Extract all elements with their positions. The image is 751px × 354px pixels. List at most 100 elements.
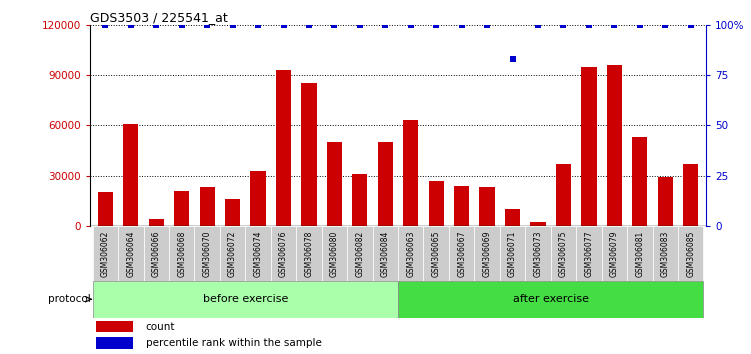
Point — [278, 22, 290, 28]
Bar — [475, 226, 500, 281]
Text: GSM306073: GSM306073 — [533, 230, 542, 277]
Point — [430, 22, 442, 28]
Bar — [276, 70, 291, 226]
Bar — [398, 281, 704, 318]
Bar — [92, 281, 398, 318]
Text: GSM306082: GSM306082 — [355, 230, 364, 276]
Bar — [327, 142, 342, 226]
Bar — [607, 65, 622, 226]
Bar — [550, 226, 576, 281]
Point — [685, 22, 697, 28]
Point — [176, 22, 188, 28]
Bar — [250, 171, 266, 226]
Bar — [225, 199, 240, 226]
Point — [328, 22, 340, 28]
Point — [150, 22, 162, 28]
Text: GSM306080: GSM306080 — [330, 230, 339, 277]
Text: GSM306074: GSM306074 — [254, 230, 263, 277]
Bar — [352, 174, 367, 226]
Text: GSM306084: GSM306084 — [381, 230, 390, 277]
Point — [125, 22, 137, 28]
Bar — [143, 226, 169, 281]
Text: GSM306063: GSM306063 — [406, 230, 415, 277]
Text: GSM306071: GSM306071 — [508, 230, 517, 277]
Text: GSM306085: GSM306085 — [686, 230, 695, 277]
Bar — [246, 226, 271, 281]
Point — [608, 22, 620, 28]
Text: count: count — [146, 322, 175, 332]
Bar — [429, 181, 444, 226]
Bar — [301, 84, 317, 226]
Bar — [454, 186, 469, 226]
Point — [303, 22, 315, 28]
Text: GSM306064: GSM306064 — [126, 230, 135, 277]
Point — [532, 22, 544, 28]
Bar — [96, 337, 133, 349]
Bar — [424, 226, 449, 281]
Text: GSM306070: GSM306070 — [203, 230, 212, 277]
Bar — [505, 209, 520, 226]
Bar — [449, 226, 475, 281]
Bar — [118, 226, 143, 281]
Point — [354, 22, 366, 28]
Bar — [174, 191, 189, 226]
Point — [201, 22, 213, 28]
Text: GSM306072: GSM306072 — [228, 230, 237, 277]
Text: before exercise: before exercise — [203, 294, 288, 304]
Bar — [602, 226, 627, 281]
Point — [252, 22, 264, 28]
Text: GDS3503 / 225541_at: GDS3503 / 225541_at — [90, 11, 228, 24]
Bar — [123, 124, 138, 226]
Bar — [653, 226, 678, 281]
Bar — [271, 226, 296, 281]
Point — [379, 22, 391, 28]
Point — [506, 56, 518, 62]
Bar — [556, 164, 571, 226]
Bar — [347, 226, 372, 281]
Bar — [378, 142, 393, 226]
Text: GSM306065: GSM306065 — [432, 230, 441, 277]
Text: GSM306062: GSM306062 — [101, 230, 110, 277]
Point — [634, 22, 646, 28]
Bar — [683, 164, 698, 226]
Bar — [576, 226, 602, 281]
Bar — [149, 219, 164, 226]
Bar — [96, 321, 133, 332]
Point — [99, 22, 111, 28]
Text: GSM306069: GSM306069 — [483, 230, 492, 277]
Point — [557, 22, 569, 28]
Text: GSM306067: GSM306067 — [457, 230, 466, 277]
Text: GSM306081: GSM306081 — [635, 230, 644, 276]
Bar — [195, 226, 220, 281]
Point — [227, 22, 239, 28]
Bar — [530, 222, 546, 226]
Text: GSM306079: GSM306079 — [610, 230, 619, 277]
Bar — [372, 226, 398, 281]
Bar — [658, 177, 673, 226]
Bar — [632, 137, 647, 226]
Bar — [92, 226, 118, 281]
Text: after exercise: after exercise — [513, 294, 589, 304]
Point — [456, 22, 468, 28]
Bar — [169, 226, 195, 281]
Point — [583, 22, 595, 28]
Bar — [296, 226, 321, 281]
Text: protocol: protocol — [48, 294, 91, 304]
Text: GSM306076: GSM306076 — [279, 230, 288, 277]
Bar — [321, 226, 347, 281]
Text: GSM306077: GSM306077 — [584, 230, 593, 277]
Text: percentile rank within the sample: percentile rank within the sample — [146, 338, 321, 348]
Bar — [200, 188, 215, 226]
Bar — [479, 188, 495, 226]
Bar — [398, 226, 424, 281]
Text: GSM306066: GSM306066 — [152, 230, 161, 277]
Bar — [500, 226, 525, 281]
Bar — [678, 226, 704, 281]
Bar — [581, 67, 596, 226]
Text: GSM306083: GSM306083 — [661, 230, 670, 277]
Point — [405, 22, 417, 28]
Text: GSM306068: GSM306068 — [177, 230, 186, 277]
Bar — [525, 226, 550, 281]
Point — [481, 22, 493, 28]
Text: GSM306075: GSM306075 — [559, 230, 568, 277]
